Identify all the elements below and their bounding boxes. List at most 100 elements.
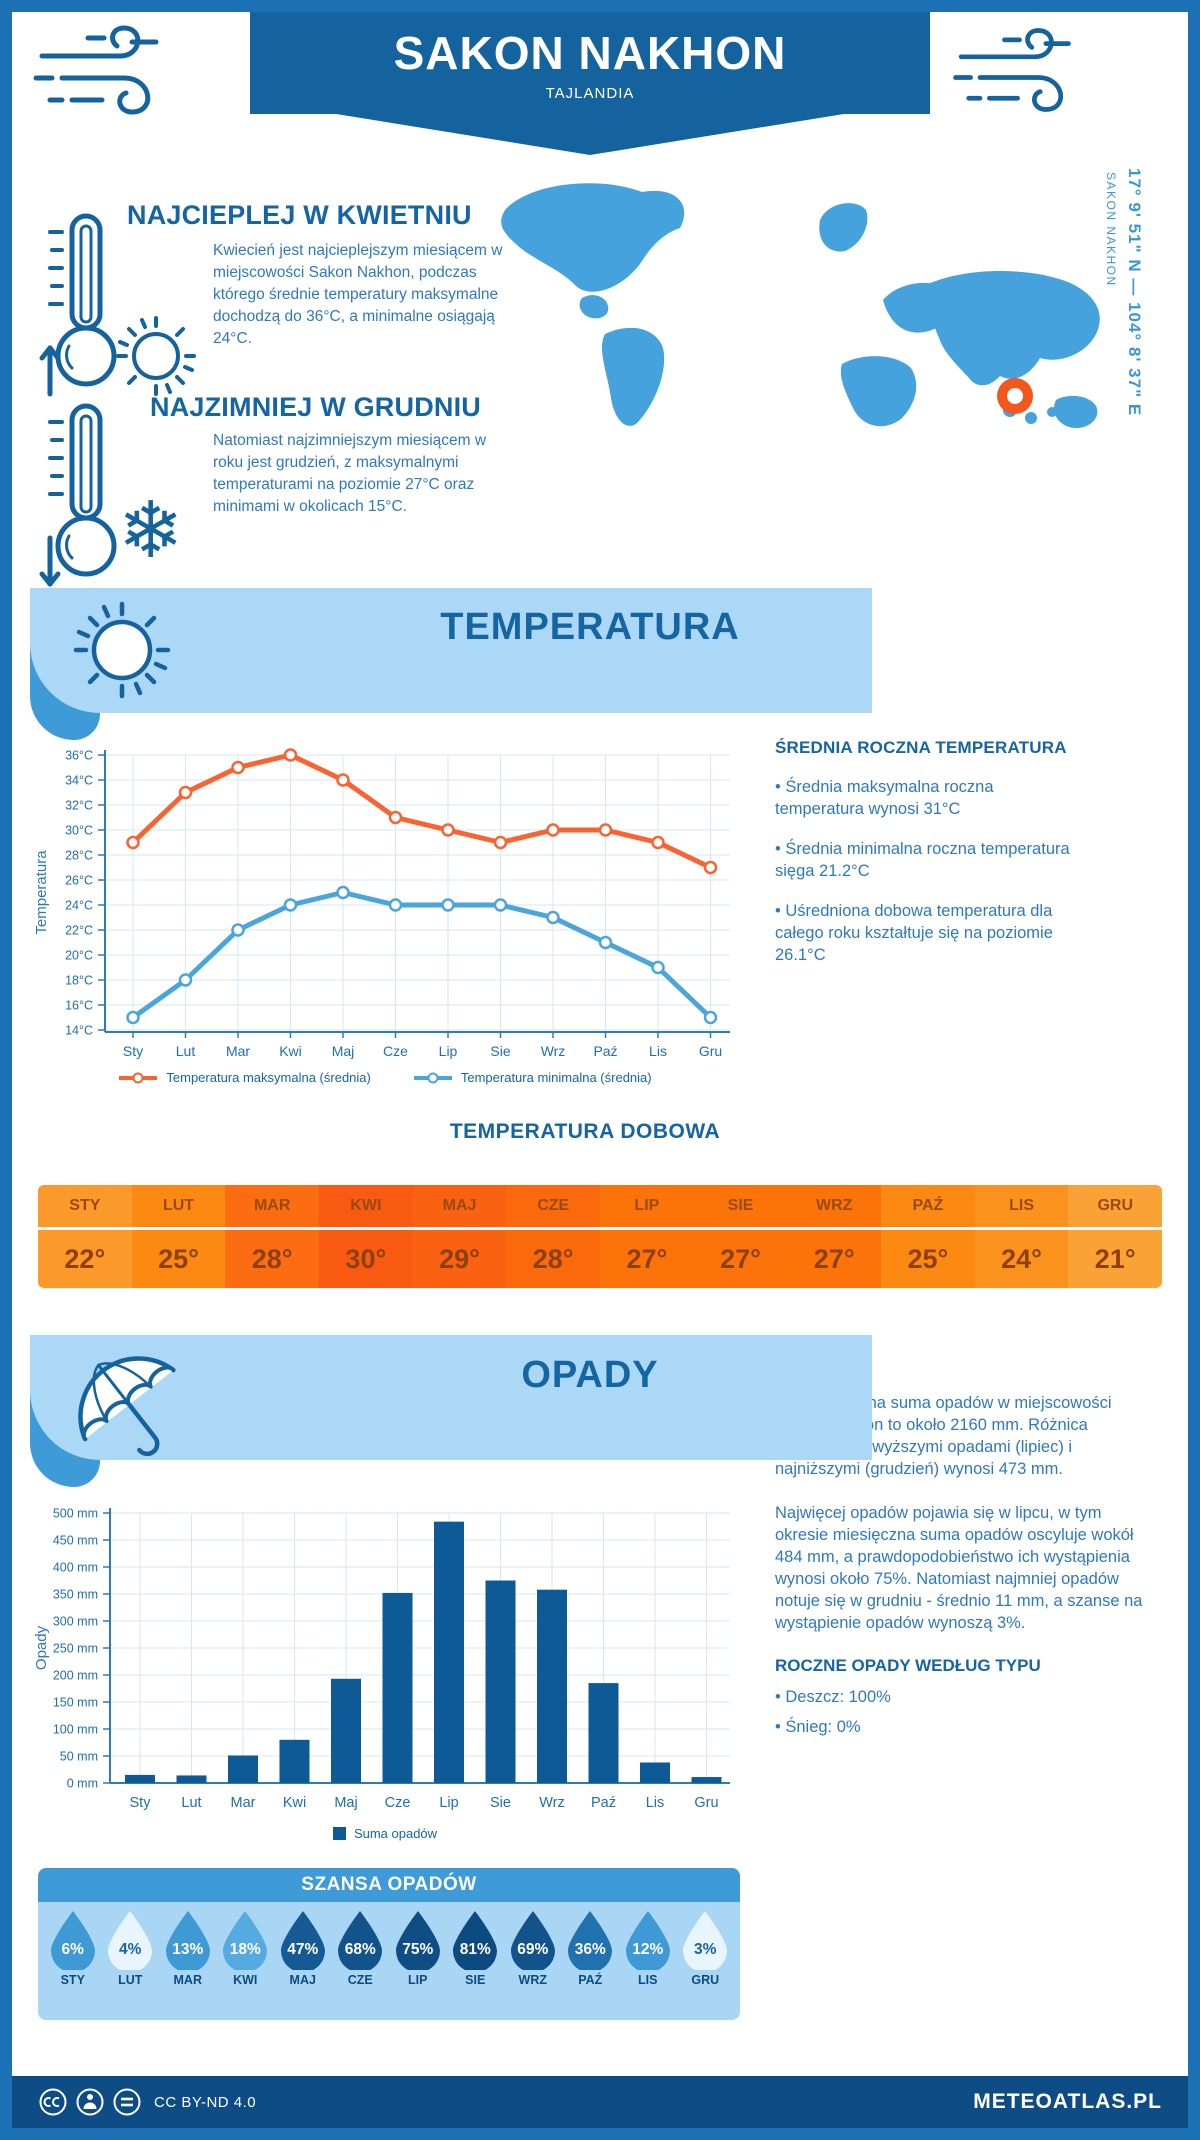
- daily-temp-column: KWI 30°: [319, 1185, 413, 1288]
- precipitation-type-heading: ROCZNE OPADY WEDŁUG TYPU: [775, 1656, 1041, 1675]
- svg-text:Maj: Maj: [332, 1043, 355, 1059]
- svg-text:200 mm: 200 mm: [53, 1669, 98, 1683]
- daily-temp-column: WRZ 27°: [787, 1185, 882, 1288]
- precipitation-chance-drops: 6% STY 4% LUT 13% MAR 18% KWI 47% MAJ 68% CZE 75% LIP…: [38, 1902, 740, 2020]
- svg-text:Paź: Paź: [593, 1043, 617, 1059]
- daily-temp-value: 30°: [319, 1230, 413, 1288]
- raindrop-icon: [280, 1911, 325, 1973]
- daily-temp-value: 28°: [506, 1230, 601, 1288]
- raindrop-percentage: 4%: [119, 1941, 142, 1958]
- banner-ribbon-tail: [330, 113, 850, 155]
- svg-text:28°C: 28°C: [65, 849, 93, 863]
- raindrop-item: 4% LUT: [103, 1910, 157, 1987]
- daily-temperature-table: STY 22° LUT 25° MAR 28° KWI 30° MAJ 29° CZE 28° LIP 2…: [38, 1185, 1162, 1288]
- svg-text:Temperatura: Temperatura: [33, 850, 50, 935]
- daily-temp-column: LUT 25°: [131, 1185, 226, 1288]
- svg-text:Mar: Mar: [226, 1043, 250, 1059]
- wind-icon: [28, 20, 198, 125]
- raindrop-month: KWI: [233, 1973, 258, 1987]
- raindrop-percentage: 6%: [61, 1941, 84, 1958]
- panel-bullet: • Średnia maksymalna roczna temperatura …: [775, 778, 994, 818]
- svg-text:Lut: Lut: [181, 1795, 201, 1811]
- page-title: SAKON NAKHON: [393, 27, 787, 79]
- creative-commons-icons: [39, 2088, 141, 2116]
- daily-temp-value: 25°: [881, 1230, 975, 1288]
- thermometer-up-icon: [38, 208, 130, 408]
- panel-bullet: • Uśredniona dobowa temperatura dla całe…: [775, 902, 1053, 964]
- precipitation-chance-box: SZANSA OPADÓW 6% STY 4% LUT 13% MAR 18% KWI 47% M…: [38, 1868, 740, 2020]
- svg-text:400 mm: 400 mm: [53, 1561, 98, 1575]
- svg-text:26°C: 26°C: [65, 874, 93, 888]
- coordinates-block: 17° 9' 51" N — 104° 8' 37" E SAKON NAKHO…: [1104, 168, 1144, 444]
- legend-label: Temperatura maksymalna (średnia): [166, 1070, 371, 1085]
- world-map: [490, 148, 1102, 432]
- daily-temp-month: PAŹ: [881, 1185, 975, 1227]
- daily-temp-month: LIP: [600, 1185, 694, 1227]
- raindrop-month: LIS: [638, 1973, 658, 1987]
- svg-text:0 mm: 0 mm: [67, 1777, 98, 1791]
- brand-text: METEOATLAS.PL: [973, 2090, 1162, 2113]
- svg-text:Sty: Sty: [130, 1795, 152, 1811]
- svg-text:Gru: Gru: [699, 1043, 722, 1059]
- legend-label: Suma opadów: [353, 1826, 438, 1841]
- daily-temp-column: CZE 28°: [506, 1185, 601, 1288]
- svg-text:22°C: 22°C: [65, 924, 93, 938]
- location-marker-icon: [997, 378, 1033, 414]
- raindrop-icon: [223, 1911, 268, 1973]
- raindrop-item: 18% KWI: [218, 1910, 272, 1987]
- temperature-line-chart: 14°C 16°C 18°C 20°C 22°C 24°C 26°C 28°C 30°C 32°C…: [30, 745, 740, 1090]
- sun-icon: [112, 312, 200, 405]
- raindrop-item: 13% MAR: [161, 1910, 215, 1987]
- raindrop-item: 36% PAŹ: [563, 1910, 617, 1987]
- svg-text:150 mm: 150 mm: [53, 1696, 98, 1710]
- daily-temp-month: STY: [38, 1185, 132, 1227]
- svg-text:Lip: Lip: [439, 1043, 458, 1059]
- svg-text:Sie: Sie: [490, 1795, 511, 1811]
- svg-text:Gru: Gru: [694, 1795, 718, 1811]
- precipitation-type-bullet: • Śnieg: 0%: [775, 1718, 861, 1736]
- raindrop-icon: [165, 1911, 210, 1973]
- legend-swatch: [332, 1827, 346, 1840]
- svg-text:Sie: Sie: [490, 1043, 510, 1059]
- svg-text:Paź: Paź: [591, 1795, 616, 1811]
- svg-text:Opady: Opady: [33, 1625, 50, 1670]
- svg-text:Maj: Maj: [334, 1795, 357, 1811]
- svg-text:100 mm: 100 mm: [53, 1723, 98, 1737]
- svg-text:Wrz: Wrz: [541, 1043, 566, 1059]
- legend-item: Temperatura maksymalna (średnia): [118, 1070, 371, 1085]
- daily-temp-month: KWI: [319, 1185, 413, 1227]
- svg-text:30°C: 30°C: [65, 824, 93, 838]
- daily-temp-month: LIS: [974, 1185, 1069, 1227]
- svg-text:Wrz: Wrz: [539, 1795, 565, 1811]
- svg-text:250 mm: 250 mm: [53, 1642, 98, 1656]
- temperature-banner: [30, 588, 872, 713]
- svg-text:14°C: 14°C: [65, 1024, 93, 1038]
- svg-text:32°C: 32°C: [65, 799, 93, 813]
- raindrop-month: LIP: [408, 1973, 428, 1987]
- raindrop-item: 6% STY: [46, 1910, 100, 1987]
- svg-text:Lis: Lis: [649, 1043, 667, 1059]
- svg-text:Lis: Lis: [646, 1795, 665, 1811]
- raindrop-percentage: 12%: [632, 1941, 664, 1958]
- svg-text:Mar: Mar: [231, 1795, 256, 1811]
- raindrop-icon: [108, 1911, 153, 1973]
- coldest-heading: NAJZIMNIEJ W GRUDNIU: [150, 392, 482, 422]
- raindrop-percentage: 36%: [574, 1941, 606, 1958]
- footer-bar: CC BY-ND 4.0 METEOATLAS.PL: [12, 2076, 1188, 2128]
- daily-temp-month: LUT: [131, 1185, 226, 1227]
- precipitation-bar-chart: 0 mm 50 mm 100 mm 150 mm 200 mm 250 mm 300 mm 3…: [30, 1490, 740, 1845]
- raindrop-item: 47% MAJ: [276, 1910, 330, 1987]
- daily-temp-value: 27°: [787, 1230, 882, 1288]
- raindrop-percentage: 3%: [694, 1941, 717, 1958]
- daily-temp-month: SIE: [693, 1185, 788, 1227]
- chart-legend: Temperatura maksymalna (średnia) Temperat…: [30, 1070, 740, 1085]
- raindrop-item: 69% WRZ: [506, 1910, 560, 1987]
- svg-text:Lut: Lut: [176, 1043, 196, 1059]
- precipitation-banner: [30, 1335, 872, 1460]
- daily-temp-column: SIE 27°: [693, 1185, 788, 1288]
- daily-temp-column: LIS 24°: [974, 1185, 1069, 1288]
- license-text: CC BY-ND 4.0: [154, 2093, 257, 2111]
- warmest-heading: NAJCIEPLEJ W KWIETNIU: [127, 200, 472, 230]
- precipitation-chance-title: SZANSA OPADÓW: [38, 1868, 740, 1902]
- daily-temp-month: GRU: [1068, 1185, 1162, 1227]
